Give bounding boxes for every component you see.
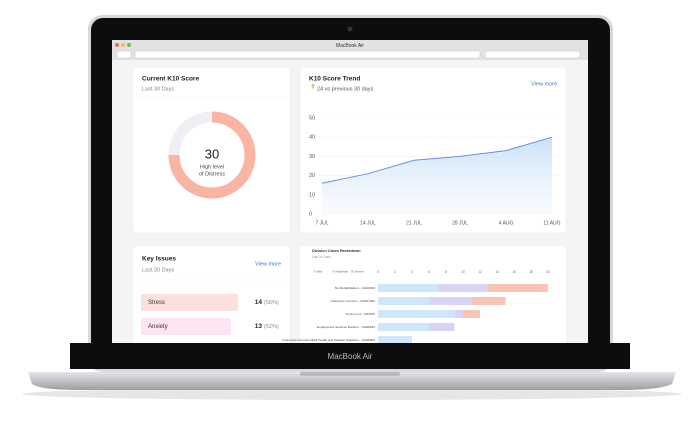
issue-bar: [141, 318, 232, 335]
x-tick-label: 18: [529, 270, 533, 274]
card-title: Current K10 Score: [142, 76, 199, 83]
row-label: SG Rehabilitation – NA00016: [335, 286, 376, 290]
card-title: K10 Score Trend: [309, 76, 360, 83]
stacked-bar: [378, 284, 438, 292]
x-tick-label: 6: [428, 270, 430, 274]
device-label: MacBook Air: [328, 352, 373, 361]
legend-swatch: [313, 270, 316, 273]
x-tick-label: 11 AUG: [543, 220, 560, 226]
gauge-arc: [168, 111, 256, 199]
x-tick-label: 4: [411, 270, 413, 274]
stacked-bar: [378, 336, 412, 343]
y-tick-label: 0: [309, 211, 312, 217]
card-title: Division Cases Breakdown: [312, 249, 361, 253]
view-more-link[interactable]: View more: [255, 261, 281, 267]
address-bar[interactable]: [134, 50, 481, 59]
x-tick-label: 4 AUG: [499, 220, 514, 226]
stacked-bar: [378, 310, 455, 318]
y-tick-label: 40: [309, 135, 315, 141]
row-label: Outcomes Connect – NA007466: [330, 299, 375, 303]
stacked-bar: [437, 284, 489, 292]
card-title: Key Issues: [142, 256, 176, 263]
x-tick-label: 16: [512, 270, 516, 274]
x-tick-label: 7 JUL: [315, 220, 328, 226]
x-tick-label: 21 JUL: [406, 220, 422, 226]
row-label: Outcomes Connect Allied Health and Solut…: [282, 338, 375, 342]
y-tick-label: 30: [309, 154, 315, 160]
x-tick-label: 14 JUL: [360, 220, 376, 226]
issue-share: (52%): [264, 324, 279, 330]
stacked-bar: [429, 323, 455, 331]
row-label: Employment Services Division – NA68034: [317, 325, 375, 329]
minimize-button[interactable]: [121, 43, 125, 47]
dashboard: Current K10 Score Last 30 Days 30 High l…: [132, 66, 567, 343]
y-tick-label: 10: [309, 192, 315, 198]
legend-label: Severe: [355, 269, 365, 273]
score-status: High level: [200, 164, 224, 170]
row-label: Tummy Ltd – N30676: [345, 312, 375, 316]
close-button[interactable]: [115, 43, 119, 47]
card: [132, 66, 291, 234]
issue-label: Anxiety: [148, 324, 168, 330]
legend-label: Mild: [317, 269, 323, 273]
bezel-bottom: [70, 343, 630, 369]
stacked-bar: [471, 297, 506, 305]
card-subtitle: Last 30 Days: [312, 255, 331, 259]
trend-change: 24 vs previous 30 days: [317, 86, 374, 92]
issue-bar: [141, 294, 238, 311]
issue-share: (56%): [264, 300, 279, 306]
trend-arrow: [311, 83, 315, 89]
stacked-bar: [378, 297, 429, 305]
stacked-bar: [378, 323, 429, 331]
score-status: of Distress: [199, 171, 225, 177]
card: [300, 246, 566, 343]
score-value: 30: [205, 146, 219, 161]
x-tick-label: 0: [377, 270, 379, 274]
issue-label: Stress: [148, 300, 165, 306]
window-title: MacBook Air: [336, 43, 364, 49]
camera: [347, 26, 353, 32]
stacked-bar: [429, 297, 472, 305]
issue-count: 14: [255, 299, 263, 306]
stacked-bar: [463, 310, 480, 318]
nav-buttons[interactable]: [116, 50, 132, 59]
laptop-base: [28, 372, 676, 390]
x-tick-label: 28 JUL: [452, 220, 468, 226]
issue-count: 13: [255, 323, 263, 330]
y-tick-label: 20: [309, 173, 315, 179]
x-tick-label: 20: [546, 270, 550, 274]
card-subtitle: Last 30 Days: [142, 267, 174, 273]
x-tick-label: 12: [478, 270, 482, 274]
stacked-bar: [488, 284, 548, 292]
shadow: [22, 388, 682, 400]
search-box[interactable]: [484, 50, 581, 59]
x-tick-label: 8: [445, 270, 447, 274]
trend-area: [322, 137, 552, 214]
stacked-bar: [454, 310, 463, 318]
hinge-notch: [300, 372, 400, 376]
legend-swatch: [332, 270, 335, 273]
legend-label: Moderate: [336, 269, 349, 273]
card-subtitle: Last 30 Days: [142, 86, 174, 92]
x-tick-label: 10: [461, 270, 465, 274]
zoom-button[interactable]: [127, 43, 131, 47]
legend-swatch: [351, 270, 354, 273]
trend-line: [321, 136, 553, 184]
x-tick-label: 14: [495, 270, 499, 274]
x-tick-label: 2: [394, 270, 396, 274]
y-tick-label: 50: [309, 115, 315, 121]
view-more-link[interactable]: View more: [531, 81, 557, 87]
